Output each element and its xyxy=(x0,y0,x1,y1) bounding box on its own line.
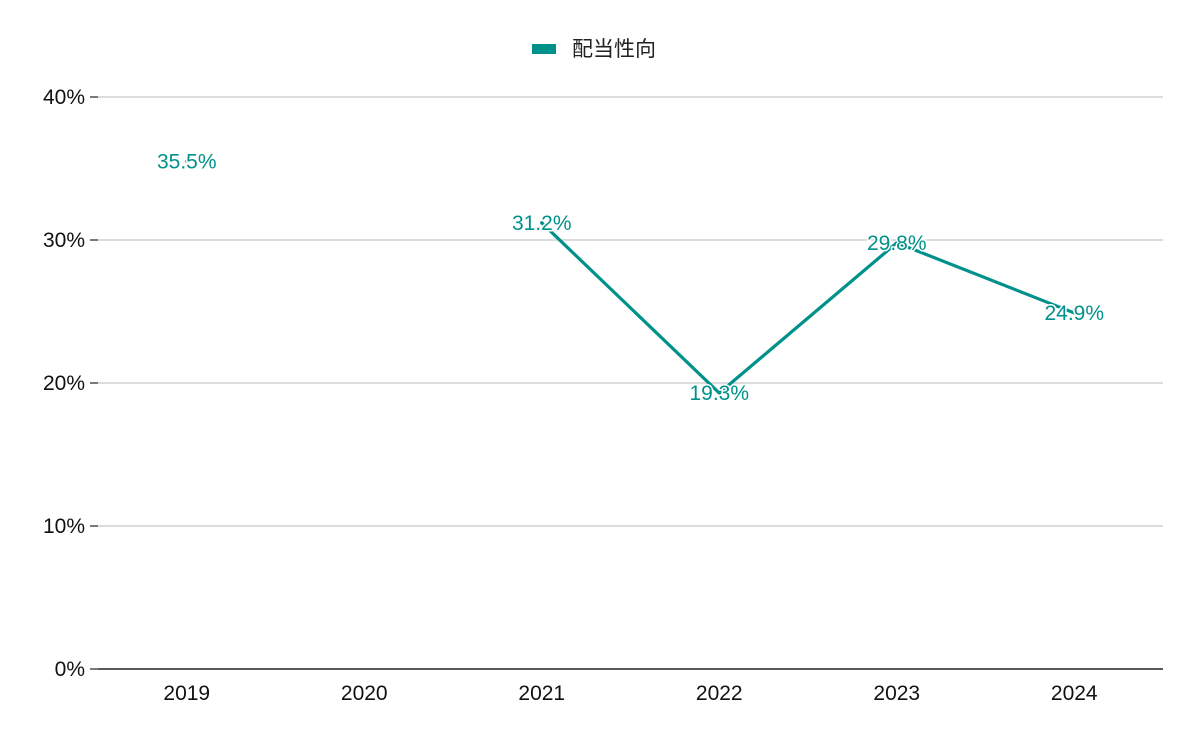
legend-label: 配当性向 xyxy=(572,37,656,61)
x-tick-label: 2023 xyxy=(873,682,920,705)
line-segment xyxy=(717,241,899,395)
data-label: 31.2% xyxy=(512,212,572,235)
data-point xyxy=(540,221,544,225)
series xyxy=(185,159,1076,395)
x-tick-label: 2021 xyxy=(518,682,565,705)
y-tick-label: 30% xyxy=(43,229,85,252)
data-point xyxy=(895,241,899,245)
data-point xyxy=(717,391,721,395)
legend: 配当性向 xyxy=(532,37,656,61)
data-label: 24.9% xyxy=(1044,302,1104,325)
data-point xyxy=(1072,311,1076,315)
axes: 0% 10% 20% 30% 40% 2019 2020 2021 2022 2023 2024 xyxy=(43,86,1163,705)
data-label: 35.5% xyxy=(157,150,217,173)
legend-swatch xyxy=(532,44,556,54)
x-tick-label: 2020 xyxy=(341,682,388,705)
line-segment xyxy=(895,241,1076,315)
line-segment xyxy=(540,221,721,395)
y-tick-label: 40% xyxy=(43,86,85,109)
series-line xyxy=(185,159,1076,395)
data-labels: 35.5% 31.2% 19.3% 29.8% 24.9% xyxy=(155,149,1105,407)
x-tick-label: 2022 xyxy=(696,682,743,705)
data-label: 19.3% xyxy=(689,382,749,405)
x-tick-label: 2024 xyxy=(1051,682,1098,705)
y-tick-label: 10% xyxy=(43,515,85,538)
y-tick-label: 0% xyxy=(55,658,85,681)
data-point xyxy=(185,159,189,163)
y-tick-label: 20% xyxy=(43,372,85,395)
x-tick-label: 2019 xyxy=(163,682,210,705)
gridlines xyxy=(98,96,1163,527)
data-label: 29.8% xyxy=(867,232,927,255)
